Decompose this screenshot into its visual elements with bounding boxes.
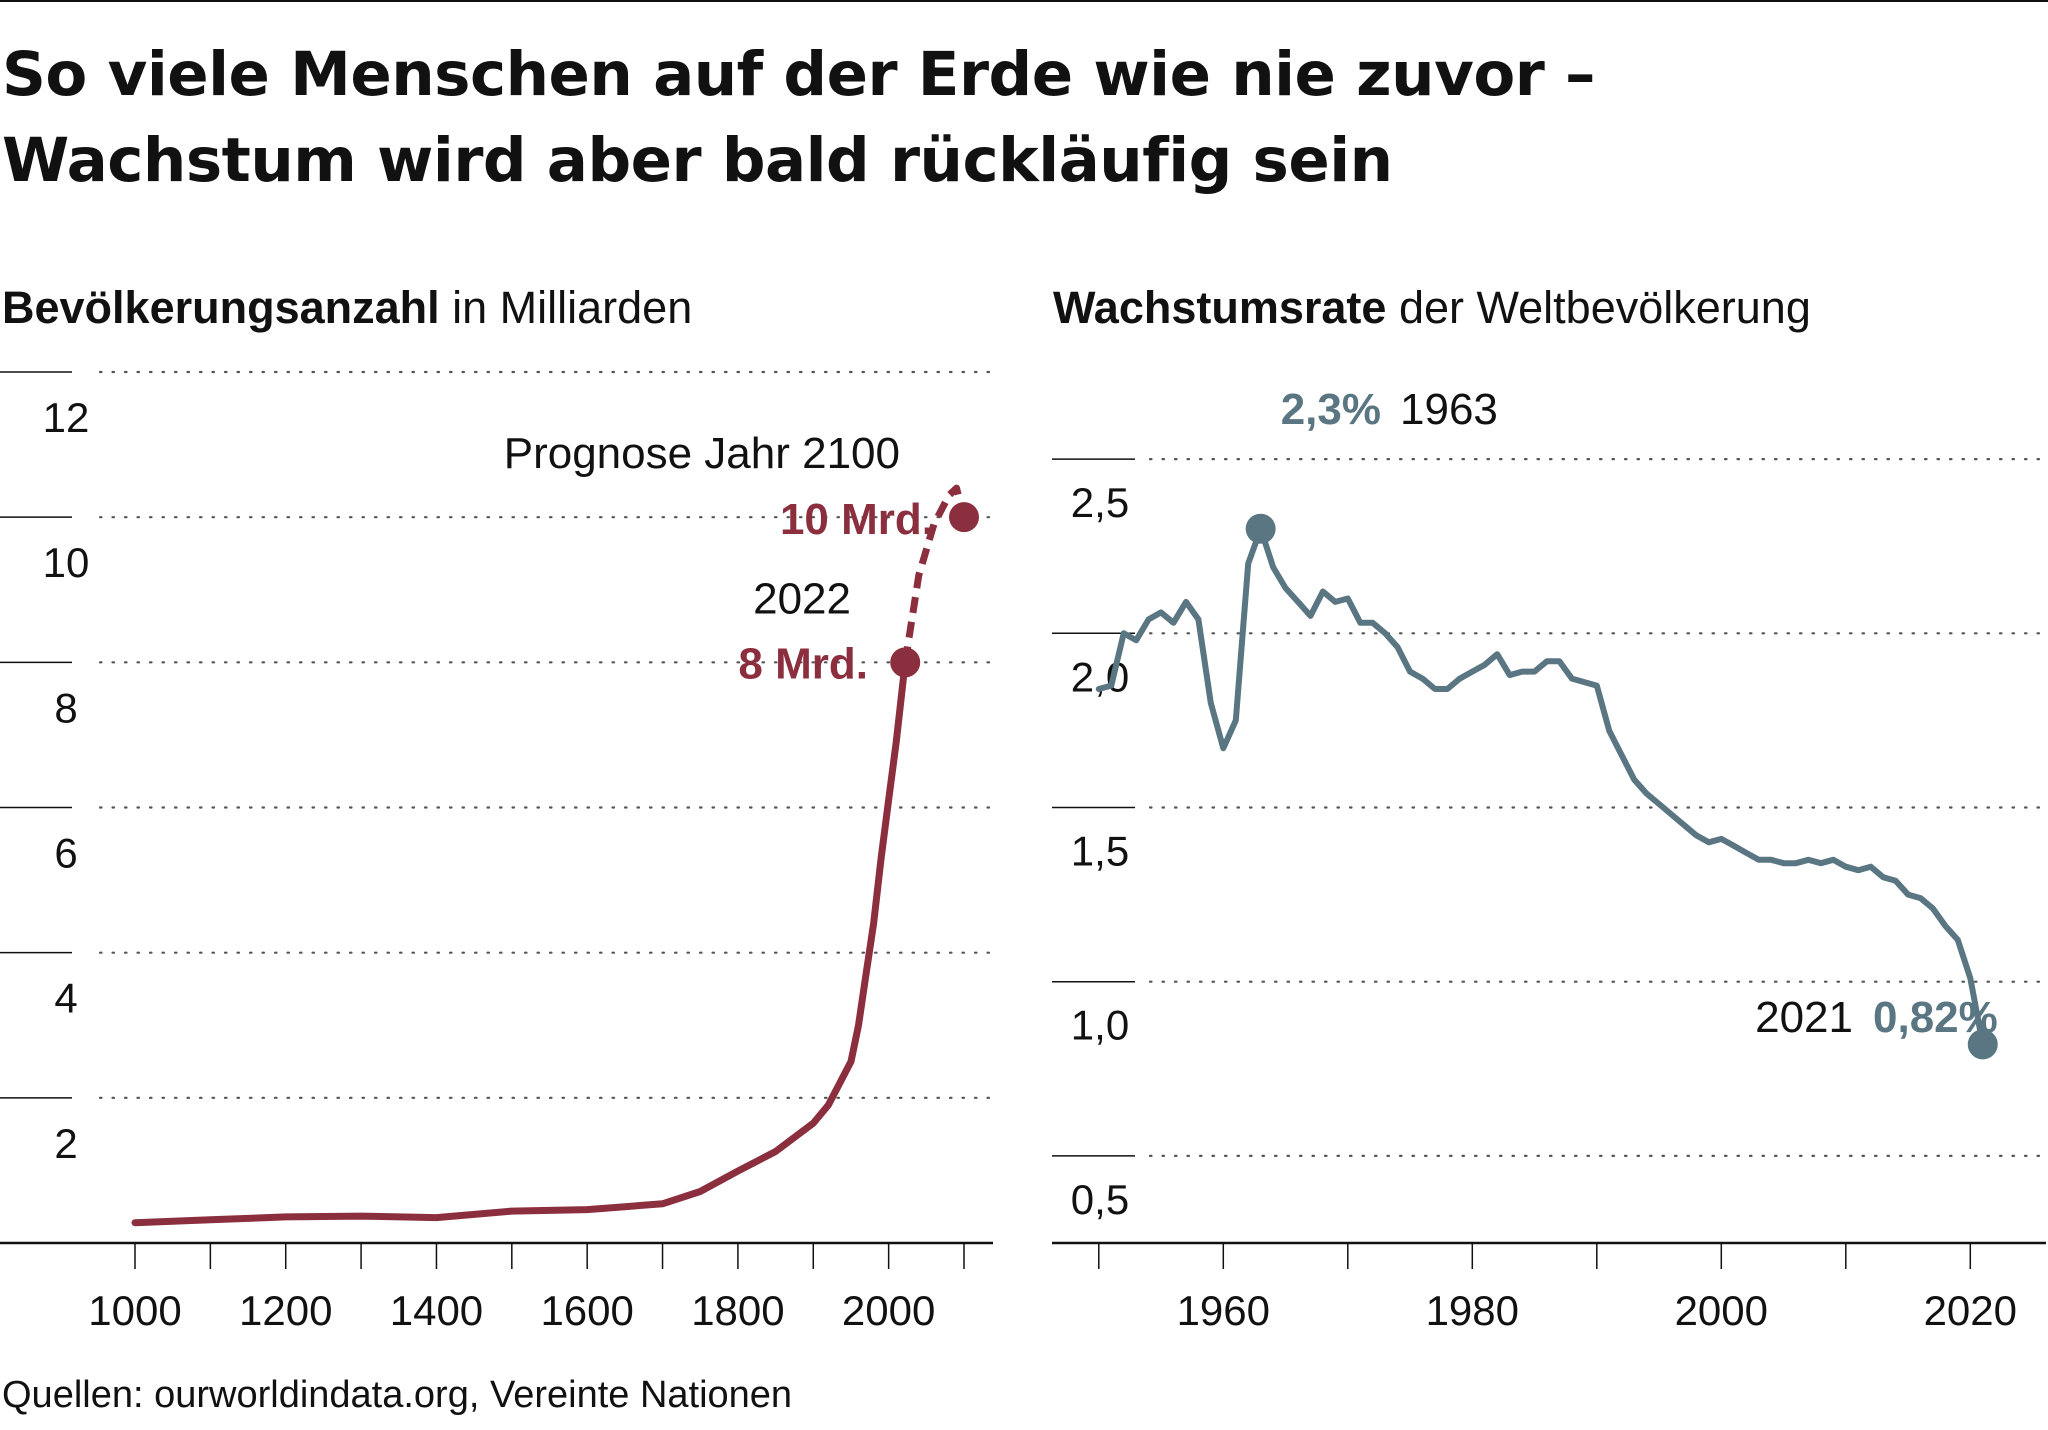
x-tick-label: 1980 (1426, 1287, 1519, 1334)
population-chart-title-rest: in Milliarden (439, 282, 693, 333)
forecast-value-label: 10 Mrd. (780, 495, 934, 544)
y-tick-label: 6 (54, 830, 77, 877)
peak-year-label: 1963 (1400, 385, 1498, 434)
y-tick-label: 12 (43, 394, 90, 441)
population-line (131, 658, 909, 1227)
y-tick-label: 1,5 (1071, 828, 1129, 875)
y-tick-label: 2 (54, 1120, 77, 1167)
current-year-label: 2022 (753, 574, 851, 623)
forecast-year-label: Prognose Jahr 2100 (504, 429, 900, 478)
population-chart-title: Bevölkerungsanzahl in Milliarden (2, 282, 692, 334)
y-tick-label: 2,0 (1071, 653, 1129, 700)
x-tick-label: 2020 (1924, 1287, 2017, 1334)
y-tick-label: 1,0 (1071, 1002, 1129, 1049)
population-forecast-line (901, 484, 968, 663)
peak-1963-marker (1245, 513, 1276, 544)
y-tick-label: 10 (43, 539, 90, 586)
page-title: So viele Menschen auf der Erde wie nie z… (2, 32, 1596, 204)
growth-chart-title-rest: der Weltbevölkerung (1386, 282, 1811, 333)
forecast-2100-marker (949, 502, 979, 533)
y-tick-label: 2,5 (1071, 479, 1129, 526)
x-tick-label: 1400 (390, 1287, 483, 1334)
y-tick-label: 8 (54, 684, 77, 731)
population-2022-marker (890, 647, 921, 678)
current-value-label: 8 Mrd. (738, 639, 868, 688)
source-note: Quellen: ourworldindata.org, Vereinte Na… (2, 1374, 793, 1416)
latest-year-label: 2021 (1755, 993, 1853, 1042)
latest-2021-marker (1967, 1029, 1998, 1060)
x-tick-label: 1800 (691, 1287, 784, 1334)
population-chart: 2 4 6 8 10 12 1000 1200 1400 1600 1800 2000 Prognos… (0, 370, 997, 1334)
x-tick-label: 1960 (1177, 1287, 1270, 1334)
x-tick-label: 1200 (239, 1287, 332, 1334)
top-rule (0, 0, 2048, 2)
growth-chart-title: Wachstumsrate der Weltbevölkerung (1053, 282, 1811, 334)
growth-chart: 0,5 1,0 1,5 2,0 2,5 1960 1980 2000 2020 2,3% 1963… (1052, 385, 2047, 1334)
y-tick-label: 4 (54, 975, 77, 1022)
title-line-2: Wachstum wird aber bald rückläufig sein (2, 125, 1393, 196)
growth-rate-line (1095, 525, 1986, 1048)
population-chart-title-bold: Bevölkerungsanzahl (2, 282, 440, 333)
title-line-1: So viele Menschen auf der Erde wie nie z… (2, 39, 1596, 110)
x-tick-label: 1000 (88, 1287, 181, 1334)
y-tick-label: 0,5 (1071, 1176, 1129, 1223)
x-tick-label: 1600 (540, 1287, 633, 1334)
latest-value-label: 0,82% (1873, 993, 1998, 1042)
x-tick-label: 2000 (1675, 1287, 1768, 1334)
growth-chart-title-bold: Wachstumsrate (1053, 282, 1387, 333)
x-tick-label: 2000 (842, 1287, 935, 1334)
peak-value-label: 2,3% (1281, 385, 1381, 434)
